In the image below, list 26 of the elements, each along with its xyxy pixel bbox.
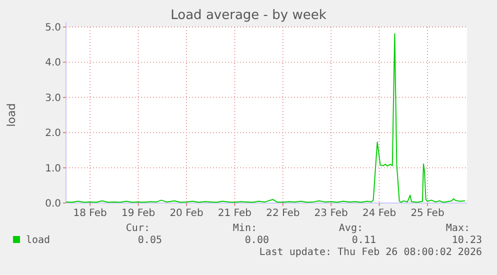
text: 0.05 (138, 235, 162, 246)
text: Cur: (126, 223, 150, 234)
y-tick-label: 1.0 (45, 163, 61, 174)
y-axis-title: load (5, 103, 18, 127)
y-tick-label: 4.0 (45, 58, 61, 69)
y-tick-label: 5.0 (45, 22, 61, 34)
text: Avg: (338, 223, 363, 234)
text: 0.11 (352, 235, 376, 246)
text: Min: (232, 223, 257, 234)
y-tick-label: 2.0 (45, 128, 61, 140)
x-tick-label: 24 Feb (362, 208, 396, 219)
text: Last update: Thu Feb 26 08:00:02 2026 (259, 247, 482, 258)
x-tick-label: 19 Feb (121, 208, 156, 219)
text: 10.23 (452, 235, 482, 246)
x-tick-label: 22 Feb (266, 208, 300, 219)
chart-title: Load average - by week (170, 8, 327, 23)
x-tick-label: 23 Feb (314, 208, 348, 219)
legend-label: load (26, 235, 50, 246)
text: 0.00 (244, 235, 269, 246)
x-tick-label: 20 Feb (170, 208, 204, 219)
y-tick-label: 0.0 (45, 198, 61, 210)
text: Max: (446, 223, 470, 234)
x-tick-label: 25 Feb (410, 208, 444, 219)
x-tick-label: 21 Feb (218, 208, 252, 219)
x-tick-label: 18 Feb (73, 208, 107, 219)
y-tick-label: 3.0 (45, 92, 61, 104)
